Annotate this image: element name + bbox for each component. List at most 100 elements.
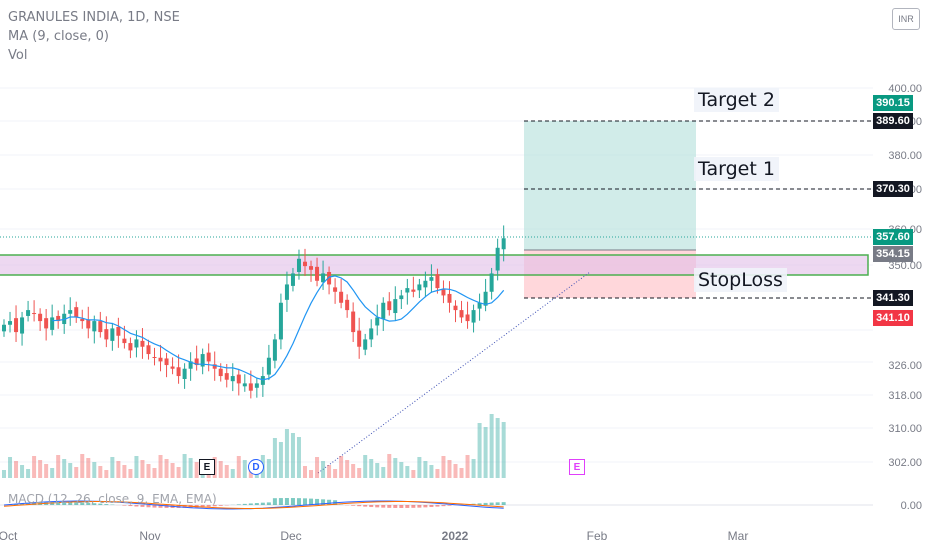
- candle-body: [441, 289, 446, 296]
- macd-histogram-bar: [483, 502, 488, 505]
- candle-body: [290, 273, 295, 286]
- volume-bar: [399, 462, 404, 478]
- price-tag-last: 357.60: [873, 229, 913, 245]
- price-tag-target2-current: 390.15: [873, 95, 913, 111]
- candle-body: [176, 367, 181, 377]
- candle-body: [357, 330, 362, 347]
- candle-body: [483, 291, 488, 306]
- candle-body: [68, 310, 73, 314]
- macd-histogram-bar: [80, 502, 85, 505]
- candle-body: [194, 358, 199, 366]
- macd-histogram-bar: [266, 502, 271, 505]
- candle-body: [489, 273, 494, 292]
- resistance-zone[interactable]: [0, 254, 869, 276]
- symbol-label[interactable]: GRANULES INDIA, 1D, NSE: [8, 10, 180, 25]
- time-axis-label: Mar: [728, 529, 749, 543]
- volume-bar: [296, 437, 301, 478]
- volume-bar: [44, 464, 49, 478]
- macd-histogram-bar: [74, 502, 79, 505]
- candle-body: [501, 238, 506, 250]
- macd-histogram-bar: [393, 505, 398, 508]
- candle-body: [224, 373, 229, 380]
- trend-line[interactable]: [317, 271, 591, 474]
- macd-histogram-bar: [98, 503, 103, 505]
- volume-bar: [128, 469, 133, 478]
- candle-body: [303, 261, 307, 267]
- volume-bar: [158, 455, 163, 478]
- macd-histogram-bar: [387, 505, 392, 508]
- volume-bar: [501, 422, 506, 478]
- volume-bar: [417, 457, 422, 478]
- currency-button[interactable]: INR: [892, 8, 920, 30]
- macd-histogram-bar: [435, 505, 440, 507]
- candle-body: [309, 266, 314, 270]
- macd-histogram-bar: [206, 505, 211, 507]
- volume-bar: [441, 456, 446, 478]
- price-tag-target2: 389.60: [873, 113, 913, 129]
- volume-bar: [74, 467, 79, 478]
- volume-bar: [26, 469, 31, 478]
- volume-bar: [104, 470, 109, 478]
- candle-body: [363, 339, 368, 350]
- price-tag-stoploss: 341.30: [873, 290, 913, 306]
- macd-indicator-label[interactable]: MACD (12, 26, close, 9, EMA, EMA): [8, 492, 217, 506]
- dividend-event-icon[interactable]: D: [248, 459, 264, 475]
- candle-body: [38, 313, 43, 322]
- macd-histogram-bar: [369, 505, 374, 508]
- volume-bar: [50, 468, 55, 478]
- time-axis-label: Dec: [280, 529, 301, 543]
- macd-histogram-bar: [20, 503, 25, 505]
- macd-histogram-bar: [248, 503, 253, 505]
- volume-bar: [230, 469, 235, 478]
- volume-indicator-label[interactable]: Vol: [8, 48, 28, 63]
- target2-note[interactable]: Target 2: [694, 88, 779, 112]
- volume-bar: [375, 463, 380, 478]
- price-axis-label: 350.00: [888, 260, 922, 272]
- macd-histogram-bar: [158, 505, 163, 508]
- macd-histogram-bar: [200, 505, 205, 508]
- volume-bar: [242, 460, 247, 478]
- volume-bar: [393, 458, 398, 478]
- target1-note[interactable]: Target 1: [694, 157, 779, 181]
- volume-bar: [92, 462, 97, 478]
- volume-bar: [278, 442, 283, 478]
- target-zone[interactable]: [524, 121, 696, 250]
- candle-body: [92, 321, 97, 332]
- macd-histogram-bar: [441, 505, 446, 507]
- candle-body: [278, 302, 283, 340]
- volume-bar: [110, 457, 115, 478]
- ma-indicator-label[interactable]: MA (9, close, 0): [8, 29, 109, 44]
- macd-histogram-bar: [351, 505, 356, 506]
- volume-bar: [447, 460, 452, 478]
- candle-body: [236, 374, 241, 384]
- stoploss-note[interactable]: StopLoss: [694, 268, 787, 292]
- earnings-event-icon[interactable]: E: [199, 459, 215, 475]
- price-tag-target1: 370.30: [873, 181, 913, 197]
- candle-body: [447, 293, 452, 303]
- volume-bar: [272, 438, 277, 478]
- macd-histogram-bar: [122, 505, 127, 506]
- upcoming-earnings-event-icon[interactable]: E: [569, 459, 585, 475]
- candle-body: [128, 343, 133, 351]
- candle-body: [74, 307, 79, 318]
- volume-bar: [116, 461, 121, 478]
- macd-histogram-bar: [284, 498, 289, 505]
- macd-histogram-bar: [489, 502, 494, 505]
- volume-bar: [140, 460, 145, 478]
- candle-body: [200, 354, 205, 367]
- volume-bar: [345, 460, 350, 478]
- candle-body: [417, 284, 422, 291]
- volume-bar: [465, 455, 470, 478]
- macd-histogram-bar: [405, 505, 410, 508]
- volume-bar: [236, 456, 241, 478]
- time-axis[interactable]: Oct Nov Dec 2022 Feb Mar: [0, 529, 748, 543]
- candle-body: [158, 357, 163, 362]
- candle-body: [411, 289, 416, 292]
- candle-body: [465, 314, 470, 322]
- candle-body: [477, 302, 482, 309]
- candle-body: [122, 338, 127, 344]
- ma-line: [52, 275, 505, 381]
- volume-bar: [351, 464, 356, 478]
- volume-bar: [321, 461, 326, 478]
